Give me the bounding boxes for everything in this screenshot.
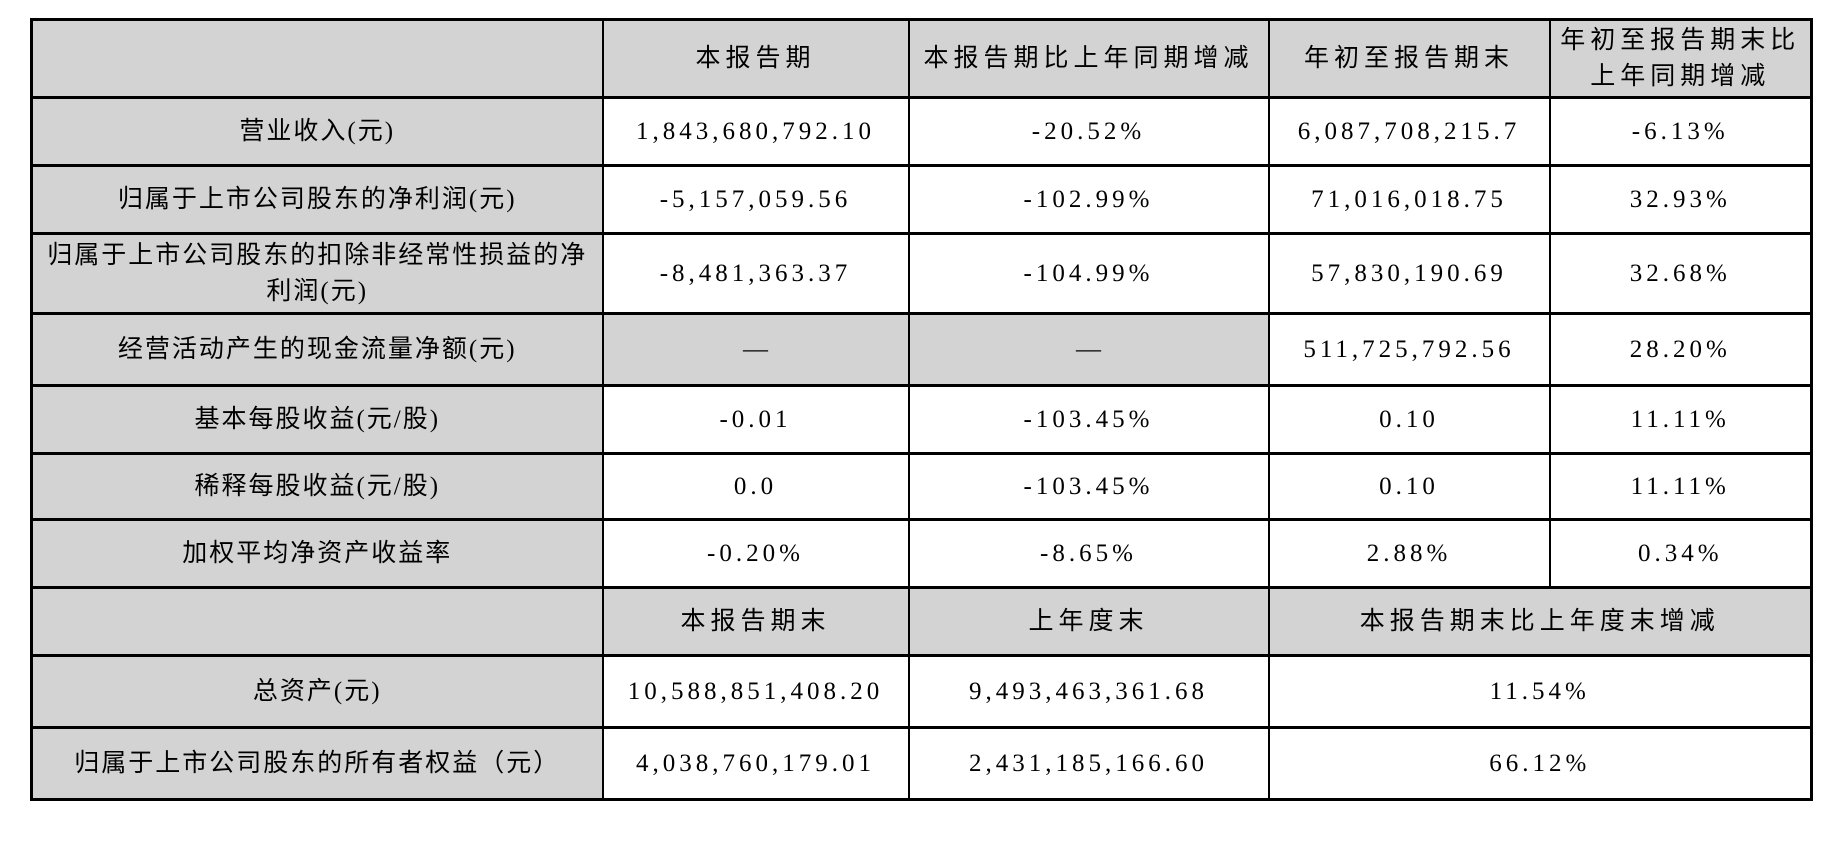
cell-value: 2,431,185,166.60 [907,726,1270,801]
header-cell-ytd-yoy-change: 年初至报告期末比上年同期增减 [1548,18,1813,99]
row-label: 基本每股收益(元/股) [30,384,604,455]
cell-value: -0.01 [601,384,910,455]
cell-value: 32.68% [1548,232,1813,315]
header-row-current-period: 本报告期 本报告期比上年同期增减 年初至报告期末 年初至报告期末比上年同期增减 [30,18,1813,99]
table-row-total-assets: 总资产(元) 10,588,851,408.20 9,493,463,361.6… [30,654,1813,729]
cell-value: -0.20% [601,518,910,589]
cell-value: -5,157,059.56 [601,164,910,235]
cell-value: -103.45% [907,384,1270,455]
row-label: 营业收入(元) [30,96,604,167]
cell-value: 0.10 [1267,452,1551,521]
table-row-net-profit-excl-nonrecurring: 归属于上市公司股东的扣除非经常性损益的净利润(元) -8,481,363.37 … [30,232,1813,315]
header-cell-empty [30,586,604,657]
cell-value: — [907,312,1270,387]
cell-value: 10,588,851,408.20 [601,654,910,729]
cell-value: 0.10 [1267,384,1551,455]
row-label: 稀释每股收益(元/股) [30,452,604,521]
header-cell-ytd: 年初至报告期末 [1267,18,1551,99]
table-row-shareholders-equity: 归属于上市公司股东的所有者权益（元） 4,038,760,179.01 2,43… [30,726,1813,801]
cell-value: 0.0 [601,452,910,521]
row-label: 加权平均净资产收益率 [30,518,604,589]
row-label: 归属于上市公司股东的净利润(元) [30,164,604,235]
cell-value: 66.12% [1267,726,1813,801]
row-label: 归属于上市公司股东的所有者权益（元） [30,726,604,801]
cell-value: -102.99% [907,164,1270,235]
table-row-basic-eps: 基本每股收益(元/股) -0.01 -103.45% 0.10 11.11% [30,384,1813,455]
header-cell-yoy-change: 本报告期比上年同期增减 [907,18,1270,99]
cell-value: 2.88% [1267,518,1551,589]
header-cell-prior-year-end: 上年度末 [907,586,1270,657]
financial-summary-table: 本报告期 本报告期比上年同期增减 年初至报告期末 年初至报告期末比上年同期增减 … [30,18,1813,801]
header-cell-period-end-change: 本报告期末比上年度末增减 [1267,586,1813,657]
cell-value: 11.54% [1267,654,1813,729]
table-row-operating-cash-flow: 经营活动产生的现金流量净额(元) — — 511,725,792.56 28.2… [30,312,1813,387]
cell-value: 11.11% [1548,384,1813,455]
table-row-revenue: 营业收入(元) 1,843,680,792.10 -20.52% 6,087,7… [30,96,1813,167]
header-cell-current-period: 本报告期 [601,18,910,99]
table-row-net-profit: 归属于上市公司股东的净利润(元) -5,157,059.56 -102.99% … [30,164,1813,235]
cell-value: 511,725,792.56 [1267,312,1551,387]
header-cell-empty [30,18,604,99]
cell-value: 57,830,190.69 [1267,232,1551,315]
cell-value: 28.20% [1548,312,1813,387]
cell-value: 71,016,018.75 [1267,164,1551,235]
cell-value: 11.11% [1548,452,1813,521]
cell-value: -6.13% [1548,96,1813,167]
cell-value: 32.93% [1548,164,1813,235]
cell-value: -8,481,363.37 [601,232,910,315]
header-cell-period-end: 本报告期末 [601,586,910,657]
table-row-weighted-avg-roe: 加权平均净资产收益率 -0.20% -8.65% 2.88% 0.34% [30,518,1813,589]
table-row-diluted-eps: 稀释每股收益(元/股) 0.0 -103.45% 0.10 11.11% [30,452,1813,521]
cell-value: -8.65% [907,518,1270,589]
row-label: 经营活动产生的现金流量净额(元) [30,312,604,387]
cell-value: 1,843,680,792.10 [601,96,910,167]
cell-value: -20.52% [907,96,1270,167]
cell-value: 0.34% [1548,518,1813,589]
cell-value: 6,087,708,215.7 [1267,96,1551,167]
cell-value: — [601,312,910,387]
header-row-period-end: 本报告期末 上年度末 本报告期末比上年度末增减 [30,586,1813,657]
cell-value: 4,038,760,179.01 [601,726,910,801]
row-label: 归属于上市公司股东的扣除非经常性损益的净利润(元) [30,232,604,315]
row-label: 总资产(元) [30,654,604,729]
cell-value: -103.45% [907,452,1270,521]
cell-value: 9,493,463,361.68 [907,654,1270,729]
cell-value: -104.99% [907,232,1270,315]
